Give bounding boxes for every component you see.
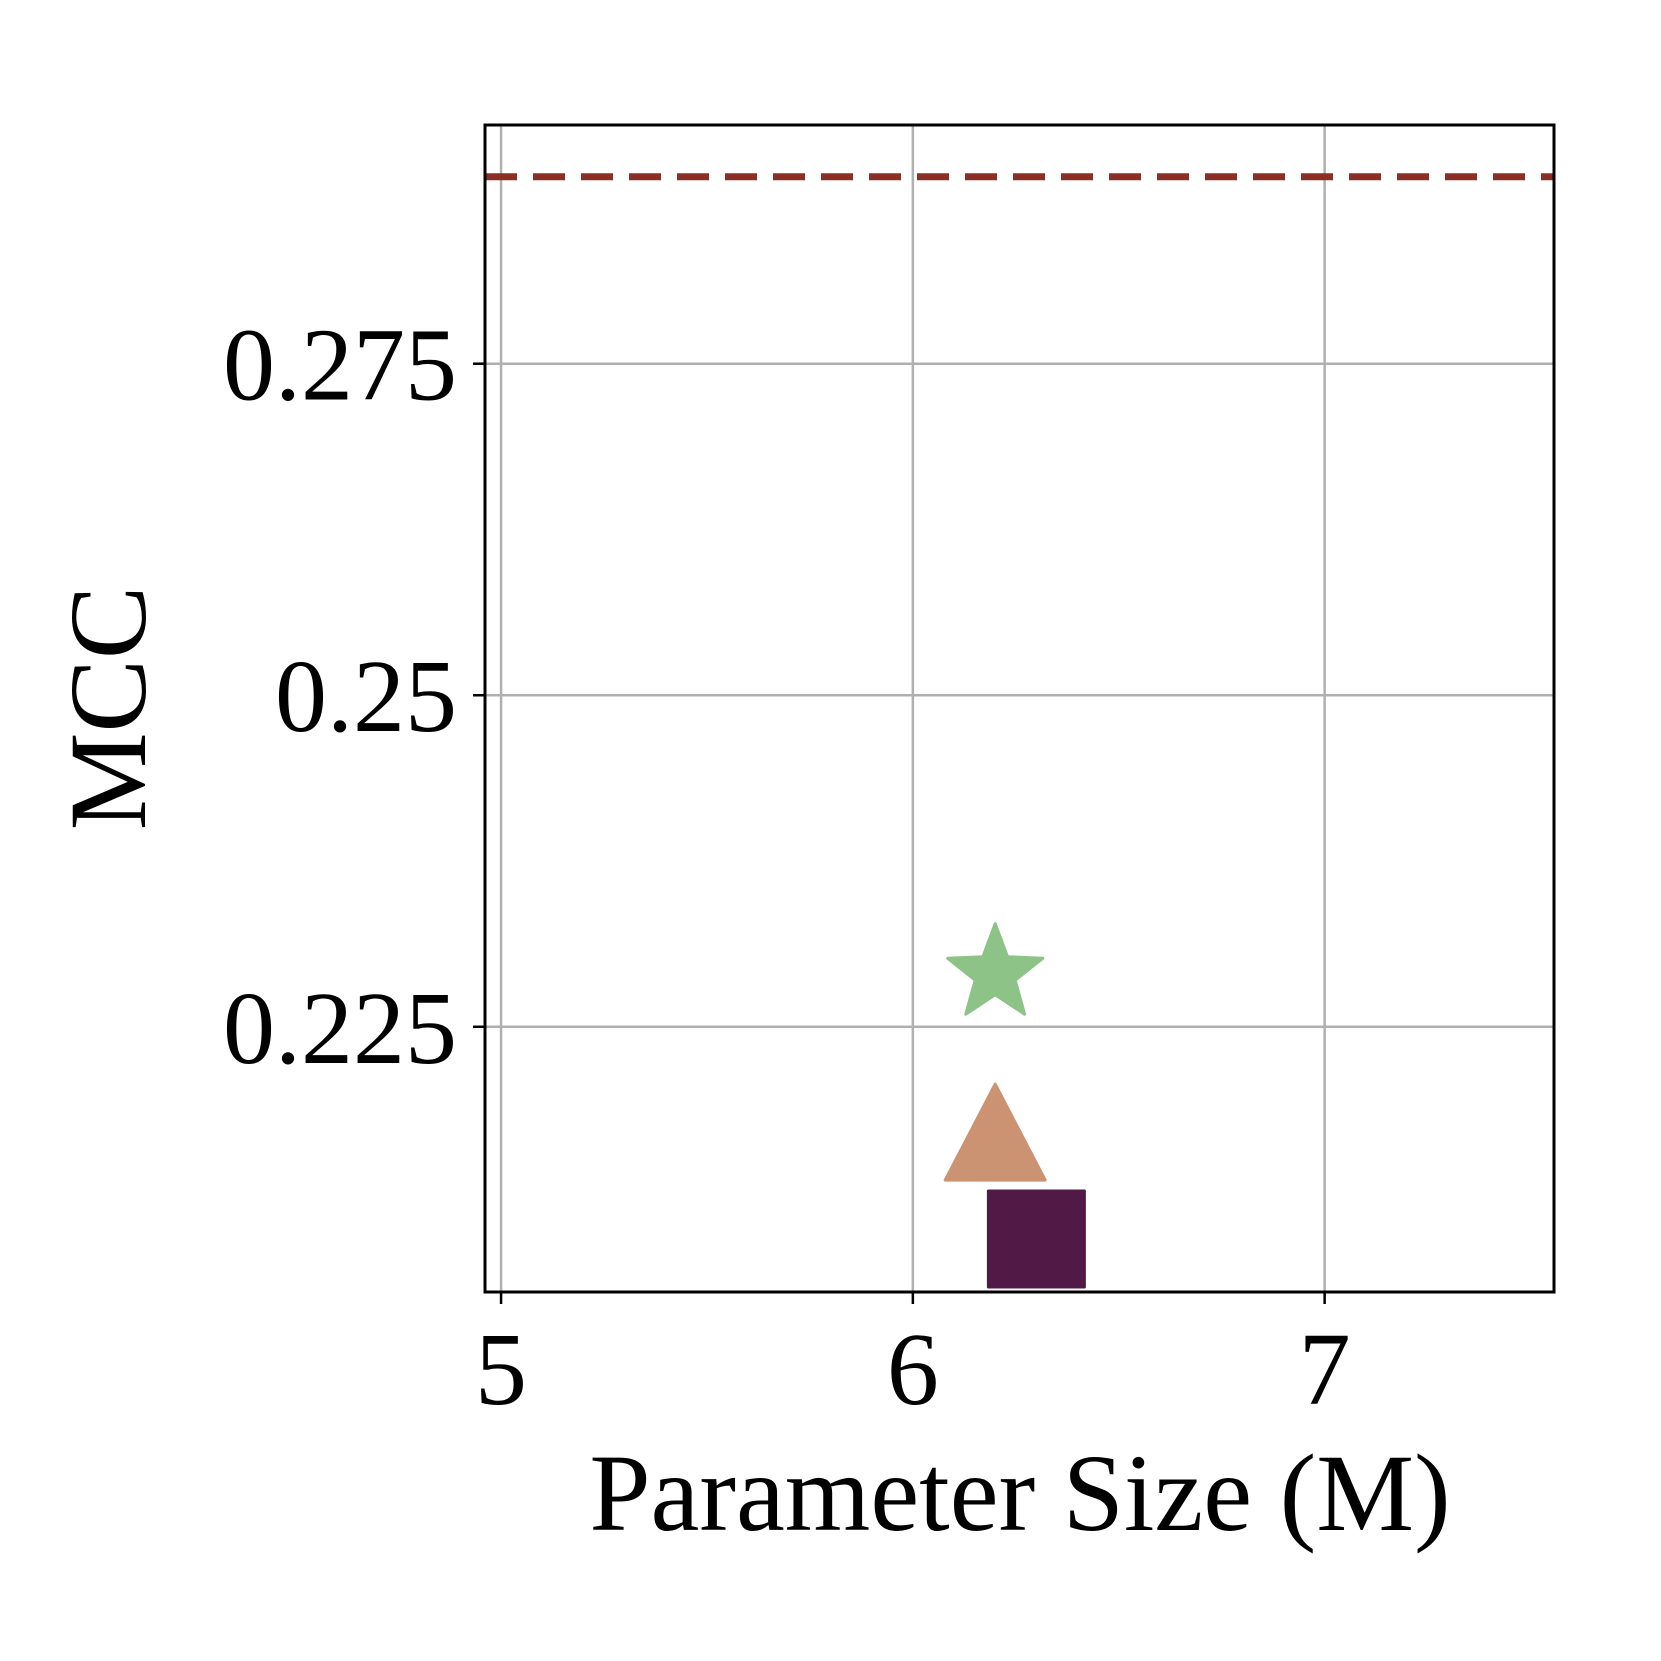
x-tick-label: 6 bbox=[887, 1312, 939, 1427]
y-axis-label: MCC bbox=[47, 586, 169, 831]
y-tick-label: 0.25 bbox=[275, 639, 457, 754]
point bbox=[943, 1082, 1047, 1182]
plot-frame bbox=[483, 123, 1556, 1294]
point bbox=[946, 922, 1045, 1016]
x-tick-label: 7 bbox=[1299, 1312, 1351, 1427]
point bbox=[986, 1189, 1086, 1289]
x-axis-label: Parameter Size (M) bbox=[589, 1432, 1450, 1554]
y-tick-label: 0.275 bbox=[223, 308, 457, 423]
y-tick-label: 0.225 bbox=[223, 971, 457, 1086]
x-tick-label: 5 bbox=[475, 1312, 527, 1427]
